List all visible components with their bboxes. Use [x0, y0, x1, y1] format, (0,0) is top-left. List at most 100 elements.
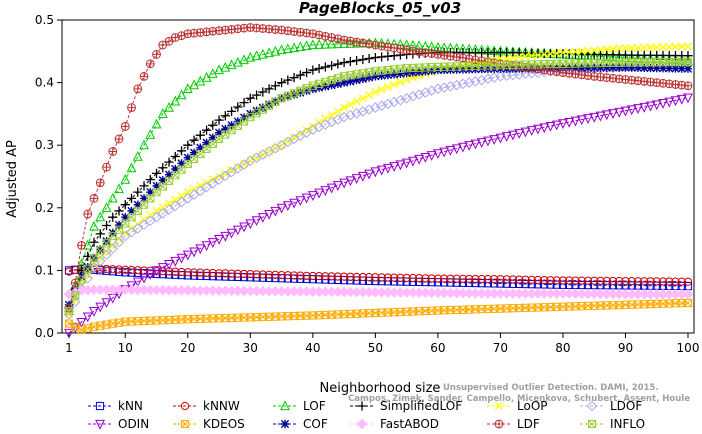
data-point — [440, 274, 449, 283]
data-point — [151, 211, 162, 223]
data-point — [227, 269, 236, 278]
data-point — [432, 83, 444, 95]
data-point — [101, 202, 112, 212]
data-point — [564, 117, 575, 128]
x-tick-label: 40 — [305, 341, 320, 355]
data-point — [127, 206, 136, 216]
data-point — [64, 267, 74, 276]
data-point — [208, 133, 217, 142]
data-point — [189, 268, 199, 277]
legend-label: LDOF — [610, 399, 642, 413]
y-axis-label: Adjusted AP — [5, 140, 20, 218]
data-point — [352, 75, 361, 85]
data-point — [189, 148, 199, 157]
data-point — [277, 270, 286, 280]
data-point — [177, 31, 186, 41]
data-point — [201, 181, 212, 193]
chart-title: PageBlocks_05_v03 — [299, 0, 461, 17]
data-point — [377, 85, 386, 94]
data-point — [239, 222, 249, 233]
data-point — [595, 111, 606, 122]
data-point — [113, 236, 125, 248]
citation-note-line-2: Campos, Zimek, Sander, Campello, Micenko… — [348, 394, 690, 404]
data-point — [207, 238, 218, 248]
data-point — [340, 78, 349, 87]
data-point — [363, 104, 375, 115]
data-point — [463, 77, 475, 88]
data-point — [226, 166, 237, 178]
data-point — [170, 151, 180, 162]
data-point — [114, 134, 124, 144]
data-point — [671, 277, 680, 286]
data-point — [102, 237, 111, 246]
data-point — [671, 64, 680, 73]
data-point — [370, 102, 381, 113]
data-point — [176, 196, 187, 208]
data-point — [432, 149, 443, 160]
x-tick-label: 10 — [118, 341, 133, 355]
data-point — [620, 106, 631, 117]
data-point — [270, 81, 280, 91]
data-point — [151, 118, 162, 129]
data-point — [615, 63, 624, 72]
data-point — [470, 139, 481, 150]
data-point — [327, 60, 337, 71]
data-point — [158, 40, 168, 50]
x-tick-label: 70 — [493, 341, 508, 355]
data-point — [351, 107, 362, 119]
data-point — [208, 120, 218, 130]
data-point — [577, 47, 586, 56]
data-point — [345, 56, 355, 67]
data-point — [683, 64, 693, 73]
data-point — [552, 276, 561, 285]
data-point — [646, 277, 655, 286]
data-point — [295, 41, 306, 52]
data-point — [464, 141, 475, 151]
y-tick-label: 0.2 — [35, 201, 54, 215]
data-point — [64, 328, 74, 339]
series-line-loop — [68, 45, 689, 315]
data-point — [382, 163, 393, 174]
data-point — [370, 167, 381, 178]
data-point — [457, 78, 469, 90]
data-point — [139, 71, 149, 81]
data-point — [295, 70, 305, 80]
data-point — [515, 279, 524, 289]
data-point — [270, 45, 281, 56]
data-point — [302, 126, 311, 135]
data-point — [164, 101, 174, 112]
legend-label: kNN — [118, 399, 143, 413]
data-point — [389, 162, 400, 172]
series-knnw — [64, 264, 693, 286]
data-point — [289, 90, 299, 99]
data-point — [220, 111, 230, 121]
data-point — [133, 266, 142, 275]
series-fastabod — [63, 284, 694, 300]
data-point — [439, 147, 450, 158]
data-point — [527, 280, 536, 289]
data-point — [258, 270, 267, 279]
data-point — [182, 250, 193, 261]
data-point — [194, 185, 206, 197]
data-point — [251, 216, 262, 227]
data-point — [82, 312, 93, 323]
data-point — [76, 317, 87, 328]
data-point — [101, 220, 112, 231]
data-point — [346, 100, 355, 109]
data-point — [376, 100, 387, 112]
x-tick-label: 90 — [618, 341, 633, 355]
data-point — [189, 247, 199, 258]
legend-marker — [95, 419, 105, 430]
data-point — [652, 43, 661, 52]
data-point — [320, 38, 331, 49]
data-point — [327, 81, 336, 90]
legend-label: LDF — [517, 417, 540, 431]
data-point — [590, 63, 599, 72]
data-point — [270, 25, 280, 34]
legend-marker — [95, 401, 105, 411]
x-tick-label: 80 — [555, 341, 570, 355]
data-point — [357, 106, 369, 117]
data-point — [282, 43, 293, 54]
data-point — [640, 43, 649, 52]
legend-label: LoOP — [517, 399, 548, 413]
